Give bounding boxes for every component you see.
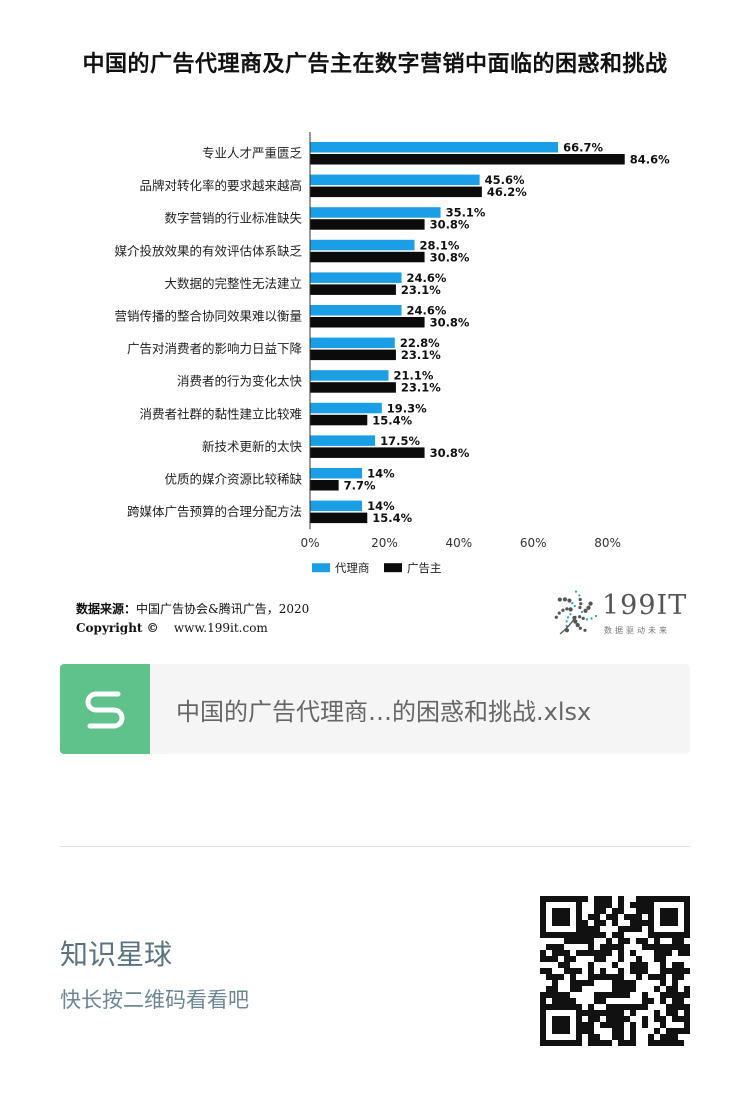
- copyright: Copyright © www.199it.com: [76, 621, 268, 635]
- data-source-label: 数据来源：: [76, 602, 137, 616]
- legend-label-advertiser: 广告主: [407, 561, 442, 575]
- data-label-agency: 66.7%: [563, 141, 603, 155]
- x-tick-label: 80%: [594, 536, 621, 550]
- logo-dandelion-icon: [554, 590, 598, 635]
- logo-text: 199IT: [602, 590, 688, 621]
- bar-advertiser: [310, 317, 425, 328]
- x-tick-label: 0%: [300, 536, 319, 550]
- bar-agency: [310, 142, 559, 153]
- data-label-advertiser: 23.1%: [401, 283, 441, 297]
- bar-agency: [310, 402, 382, 414]
- bar-agency: [310, 239, 415, 251]
- bar-advertiser: [310, 284, 396, 295]
- category-label: 品牌对转化率的要求越来越高: [139, 178, 302, 193]
- bar-advertiser: [310, 349, 396, 361]
- bar-advertiser: [310, 414, 368, 426]
- promo-subtitle: 快长按二维码看看吧: [60, 988, 249, 1012]
- category-label: 专业人才严重匮乏: [202, 146, 303, 161]
- data-label-agency: 24.6%: [407, 304, 447, 318]
- data-label-advertiser: 30.8%: [430, 316, 470, 330]
- copyright-label: Copyright ©: [76, 621, 159, 635]
- category-label: 优质的媒介资源比较稀缺: [164, 472, 302, 487]
- data-label-advertiser: 23.1%: [401, 348, 441, 362]
- category-label: 新技术更新的太快: [202, 439, 303, 454]
- logo-199it: 199IT 数据驱动未来: [552, 588, 702, 638]
- bar-agency: [310, 370, 389, 381]
- data-label-agency: 45.6%: [485, 173, 525, 187]
- bar-advertiser: [310, 219, 425, 230]
- bar-chart: 专业人才严重匮乏 66.7% 84.6% 品牌对转化率的要求越来越高 45.6%46.2…: [114, 132, 670, 575]
- category-label: 跨媒体广告预算的合理分配方法: [127, 504, 302, 519]
- category-label: 营销传播的整合协同效果难以衡量: [114, 309, 302, 324]
- bar-advertiser: [310, 382, 396, 393]
- bar-agency: [310, 435, 376, 446]
- bar-agency: [310, 207, 441, 218]
- data-label-agency: 14%: [367, 499, 395, 513]
- source-url: www.199it.com: [173, 621, 268, 635]
- data-label-agency: 17.5%: [380, 434, 420, 448]
- bar-advertiser: [310, 154, 625, 165]
- bar-agency: [310, 468, 363, 479]
- x-tick-label: 40%: [445, 536, 472, 550]
- data-label-agency: 35.1%: [446, 206, 486, 220]
- bar-agency: [310, 305, 402, 316]
- file-attachment[interactable]: 中国的广告代理商…的困惑和挑战.xlsx: [60, 664, 690, 754]
- category-label: 消费者的行为变化太快: [177, 374, 303, 389]
- bar-agency: [310, 337, 395, 349]
- data-label-agency: 22.8%: [400, 336, 440, 350]
- bar-agency: [310, 174, 480, 186]
- data-label-advertiser: 23.1%: [401, 381, 441, 395]
- legend-swatch-agency: [312, 563, 330, 573]
- legend-swatch-advertiser: [384, 563, 402, 573]
- bar-advertiser: [310, 512, 368, 524]
- category-label: 媒介投放效果的有效评估体系缺乏: [114, 243, 302, 258]
- bar-agency: [310, 272, 402, 283]
- bar-advertiser: [310, 447, 425, 458]
- promo-title: 知识星球: [60, 938, 173, 971]
- x-tick-label: 20%: [371, 536, 398, 550]
- data-label-agency: 19.3%: [387, 401, 427, 415]
- bar-agency: [310, 500, 363, 512]
- data-label-agency: 24.6%: [407, 271, 447, 285]
- data-label-advertiser: 46.2%: [487, 185, 527, 199]
- data-label-advertiser: 84.6%: [630, 153, 670, 167]
- data-label-agency: 14%: [367, 467, 395, 481]
- bar-advertiser: [310, 186, 482, 198]
- data-label-agency: 28.1%: [420, 238, 460, 252]
- data-label-advertiser: 7.7%: [344, 479, 376, 493]
- qr-code-icon[interactable]: [540, 896, 690, 1046]
- data-label-advertiser: 30.8%: [430, 446, 470, 460]
- data-label-agency: 21.1%: [393, 369, 433, 383]
- chart-title: 中国的广告代理商及广告主在数字营销中面临的困惑和挑战: [82, 52, 668, 77]
- data-label-advertiser: 15.4%: [372, 511, 412, 525]
- category-label: 数字营销的行业标准缺失: [164, 211, 302, 226]
- logo-tagline: 数据驱动未来: [604, 626, 670, 635]
- data-label-advertiser: 15.4%: [372, 413, 412, 427]
- data-source: 数据来源：中国广告协会&腾讯广告，2020: [76, 600, 309, 617]
- divider: [60, 846, 690, 847]
- legend-label-agency: 代理商: [335, 561, 370, 575]
- data-source-text: 中国广告协会&腾讯广告，2020: [136, 602, 310, 616]
- x-tick-label: 60%: [520, 536, 547, 550]
- category-label: 消费者社群的黏性建立比较难: [139, 406, 302, 421]
- bar-advertiser: [310, 251, 425, 263]
- category-label: 广告对消费者的影响力日益下降: [127, 341, 303, 356]
- file-name: 中国的广告代理商…的困惑和挑战.xlsx: [176, 698, 592, 726]
- data-label-advertiser: 30.8%: [430, 218, 470, 232]
- data-label-advertiser: 30.8%: [430, 250, 470, 264]
- category-label: 大数据的完整性无法建立: [164, 276, 302, 291]
- bar-advertiser: [310, 480, 339, 491]
- spreadsheet-s-icon: [60, 664, 150, 754]
